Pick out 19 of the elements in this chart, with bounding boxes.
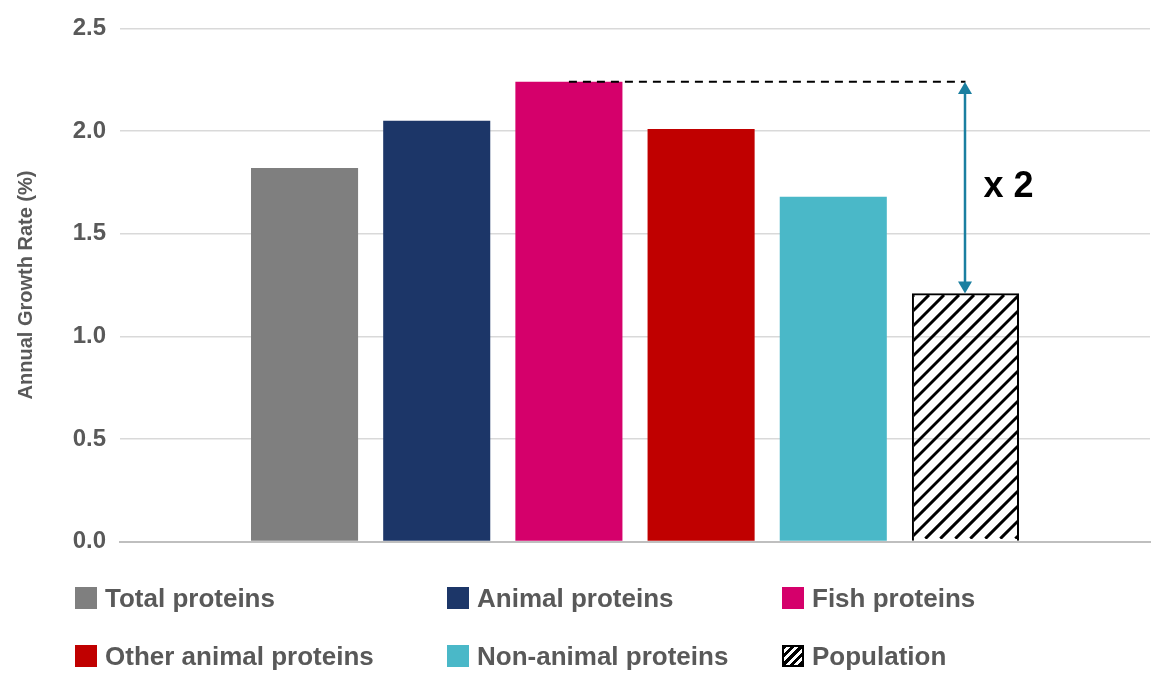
y-axis-title: Annual Growth Rate (%) — [13, 170, 36, 400]
bar — [647, 128, 755, 541]
y-tick-label: 1.5 — [72, 218, 106, 246]
y-tick-label: 2.0 — [72, 115, 106, 143]
legend-label: Animal proteins — [477, 582, 674, 614]
bar — [383, 120, 491, 541]
legend-label: Population — [812, 640, 947, 672]
y-tick-label: 2.5 — [72, 13, 106, 41]
bar — [251, 167, 359, 541]
y-tick-label: 0.5 — [72, 423, 106, 451]
legend-label: Other animal proteins — [105, 640, 374, 672]
legend-label: Total proteins — [105, 582, 275, 614]
legend-label: Fish proteins — [812, 582, 976, 614]
y-tick-label: 0.0 — [72, 526, 106, 554]
legend-label: Non-animal proteins — [477, 640, 729, 672]
bar — [779, 196, 887, 541]
bar — [515, 81, 623, 541]
annotation: x 2 — [983, 164, 1034, 206]
y-tick-label: 1.0 — [72, 320, 106, 348]
